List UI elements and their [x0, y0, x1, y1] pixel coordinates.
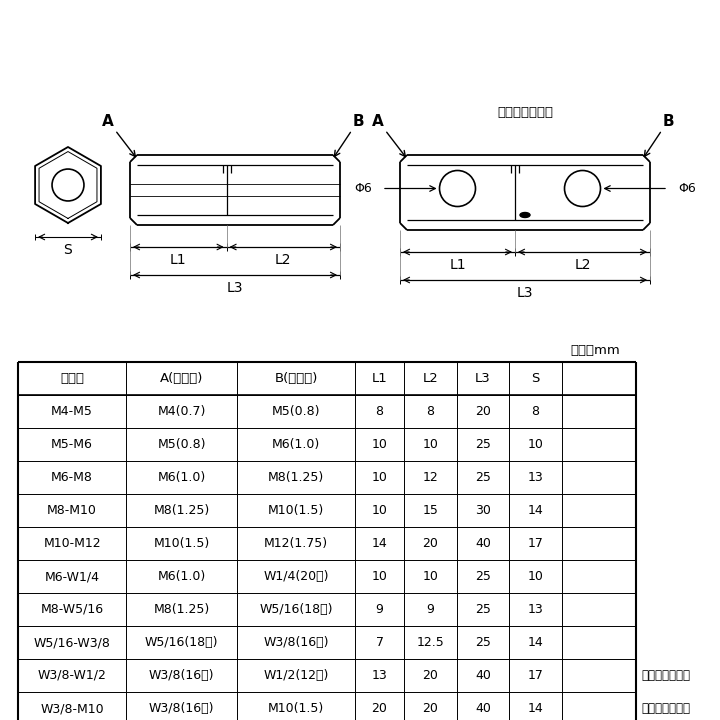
Text: 20: 20	[423, 537, 438, 550]
Text: 13: 13	[528, 603, 544, 616]
Text: サイズ: サイズ	[60, 372, 84, 385]
Text: 8: 8	[426, 405, 434, 418]
Text: B: B	[352, 114, 364, 130]
Text: W3/8-W1/2: W3/8-W1/2	[37, 669, 107, 682]
Text: M5-M6: M5-M6	[51, 438, 93, 451]
Text: 20: 20	[475, 405, 491, 418]
Text: W3/8(16山): W3/8(16山)	[264, 636, 329, 649]
Text: 25: 25	[475, 570, 491, 583]
Text: M6-M8: M6-M8	[51, 471, 93, 484]
Text: L2: L2	[423, 372, 438, 385]
Text: Φ6: Φ6	[678, 182, 696, 195]
Text: M8(1.25): M8(1.25)	[153, 504, 210, 517]
Text: W1/2(12山): W1/2(12山)	[264, 669, 329, 682]
Text: W3/8(16山): W3/8(16山)	[149, 702, 215, 715]
Text: 10: 10	[372, 438, 387, 451]
Text: 14: 14	[528, 702, 544, 715]
Text: L3: L3	[517, 286, 534, 300]
Text: L2: L2	[575, 258, 590, 272]
Text: M8-M10: M8-M10	[47, 504, 97, 517]
Text: L2: L2	[275, 253, 292, 267]
Text: 14: 14	[372, 537, 387, 550]
Text: A: A	[102, 114, 114, 130]
Text: （小型窓付き）: （小型窓付き）	[641, 702, 690, 715]
Text: L1: L1	[449, 258, 466, 272]
Text: 30: 30	[475, 504, 491, 517]
Text: L1: L1	[372, 372, 387, 385]
Text: 10: 10	[423, 438, 438, 451]
Text: 12.5: 12.5	[417, 636, 444, 649]
Text: M10(1.5): M10(1.5)	[268, 504, 324, 517]
Text: 20: 20	[423, 669, 438, 682]
Text: 10: 10	[528, 438, 544, 451]
Text: 25: 25	[475, 471, 491, 484]
Text: 9: 9	[376, 603, 384, 616]
Text: Φ6: Φ6	[354, 182, 372, 195]
Text: M6(1.0): M6(1.0)	[158, 570, 206, 583]
Text: B: B	[662, 114, 674, 130]
Text: W3/8(16山): W3/8(16山)	[149, 669, 215, 682]
Text: 13: 13	[528, 471, 544, 484]
Text: M5(0.8): M5(0.8)	[272, 405, 320, 418]
Text: M6(1.0): M6(1.0)	[158, 471, 206, 484]
Text: 40: 40	[475, 669, 491, 682]
Text: 10: 10	[528, 570, 544, 583]
Text: M12(1.75): M12(1.75)	[264, 537, 328, 550]
Text: 40: 40	[475, 702, 491, 715]
Text: A(ピッチ): A(ピッチ)	[160, 372, 204, 385]
Text: W1/4(20山): W1/4(20山)	[264, 570, 329, 583]
Text: 10: 10	[423, 570, 438, 583]
Text: B(ピッチ): B(ピッチ)	[274, 372, 318, 385]
Text: 20: 20	[372, 702, 387, 715]
Text: 13: 13	[372, 669, 387, 682]
Text: 25: 25	[475, 603, 491, 616]
Text: W5/16(18山): W5/16(18山)	[259, 603, 333, 616]
Text: W5/16(18山): W5/16(18山)	[145, 636, 219, 649]
Text: L3: L3	[475, 372, 491, 385]
Text: M6(1.0): M6(1.0)	[272, 438, 320, 451]
Text: M4-M5: M4-M5	[51, 405, 93, 418]
Text: M4(0.7): M4(0.7)	[158, 405, 206, 418]
Text: M5(0.8): M5(0.8)	[158, 438, 206, 451]
Text: 25: 25	[475, 636, 491, 649]
Text: 10: 10	[372, 471, 387, 484]
Text: 8: 8	[376, 405, 384, 418]
Text: M10(1.5): M10(1.5)	[153, 537, 210, 550]
Text: 14: 14	[528, 504, 544, 517]
Text: 10: 10	[372, 504, 387, 517]
Text: （小型窓付き）: （小型窓付き）	[641, 669, 690, 682]
Text: （小型窓付き）: （小型窓付き）	[497, 107, 553, 120]
Text: 単位：mm: 単位：mm	[570, 343, 620, 356]
Text: L3: L3	[227, 281, 243, 295]
Text: M8-W5/16: M8-W5/16	[40, 603, 104, 616]
Text: S: S	[531, 372, 540, 385]
Ellipse shape	[520, 212, 530, 217]
Text: 20: 20	[423, 702, 438, 715]
Text: 17: 17	[528, 537, 544, 550]
Text: 7: 7	[376, 636, 384, 649]
Text: 8: 8	[531, 405, 539, 418]
Text: 25: 25	[475, 438, 491, 451]
Text: 9: 9	[426, 603, 434, 616]
Text: M8(1.25): M8(1.25)	[153, 603, 210, 616]
Text: W5/16-W3/8: W5/16-W3/8	[34, 636, 110, 649]
Text: 17: 17	[528, 669, 544, 682]
Text: S: S	[63, 243, 73, 257]
Text: 14: 14	[528, 636, 544, 649]
Text: 10: 10	[372, 570, 387, 583]
Text: M8(1.25): M8(1.25)	[268, 471, 324, 484]
Text: 15: 15	[423, 504, 438, 517]
Text: W3/8-M10: W3/8-M10	[40, 702, 104, 715]
Text: M10-M12: M10-M12	[43, 537, 101, 550]
Text: A: A	[372, 114, 384, 130]
Text: L1: L1	[170, 253, 186, 267]
Text: 40: 40	[475, 537, 491, 550]
Text: M6-W1/4: M6-W1/4	[45, 570, 99, 583]
Text: M10(1.5): M10(1.5)	[268, 702, 324, 715]
Text: 12: 12	[423, 471, 438, 484]
